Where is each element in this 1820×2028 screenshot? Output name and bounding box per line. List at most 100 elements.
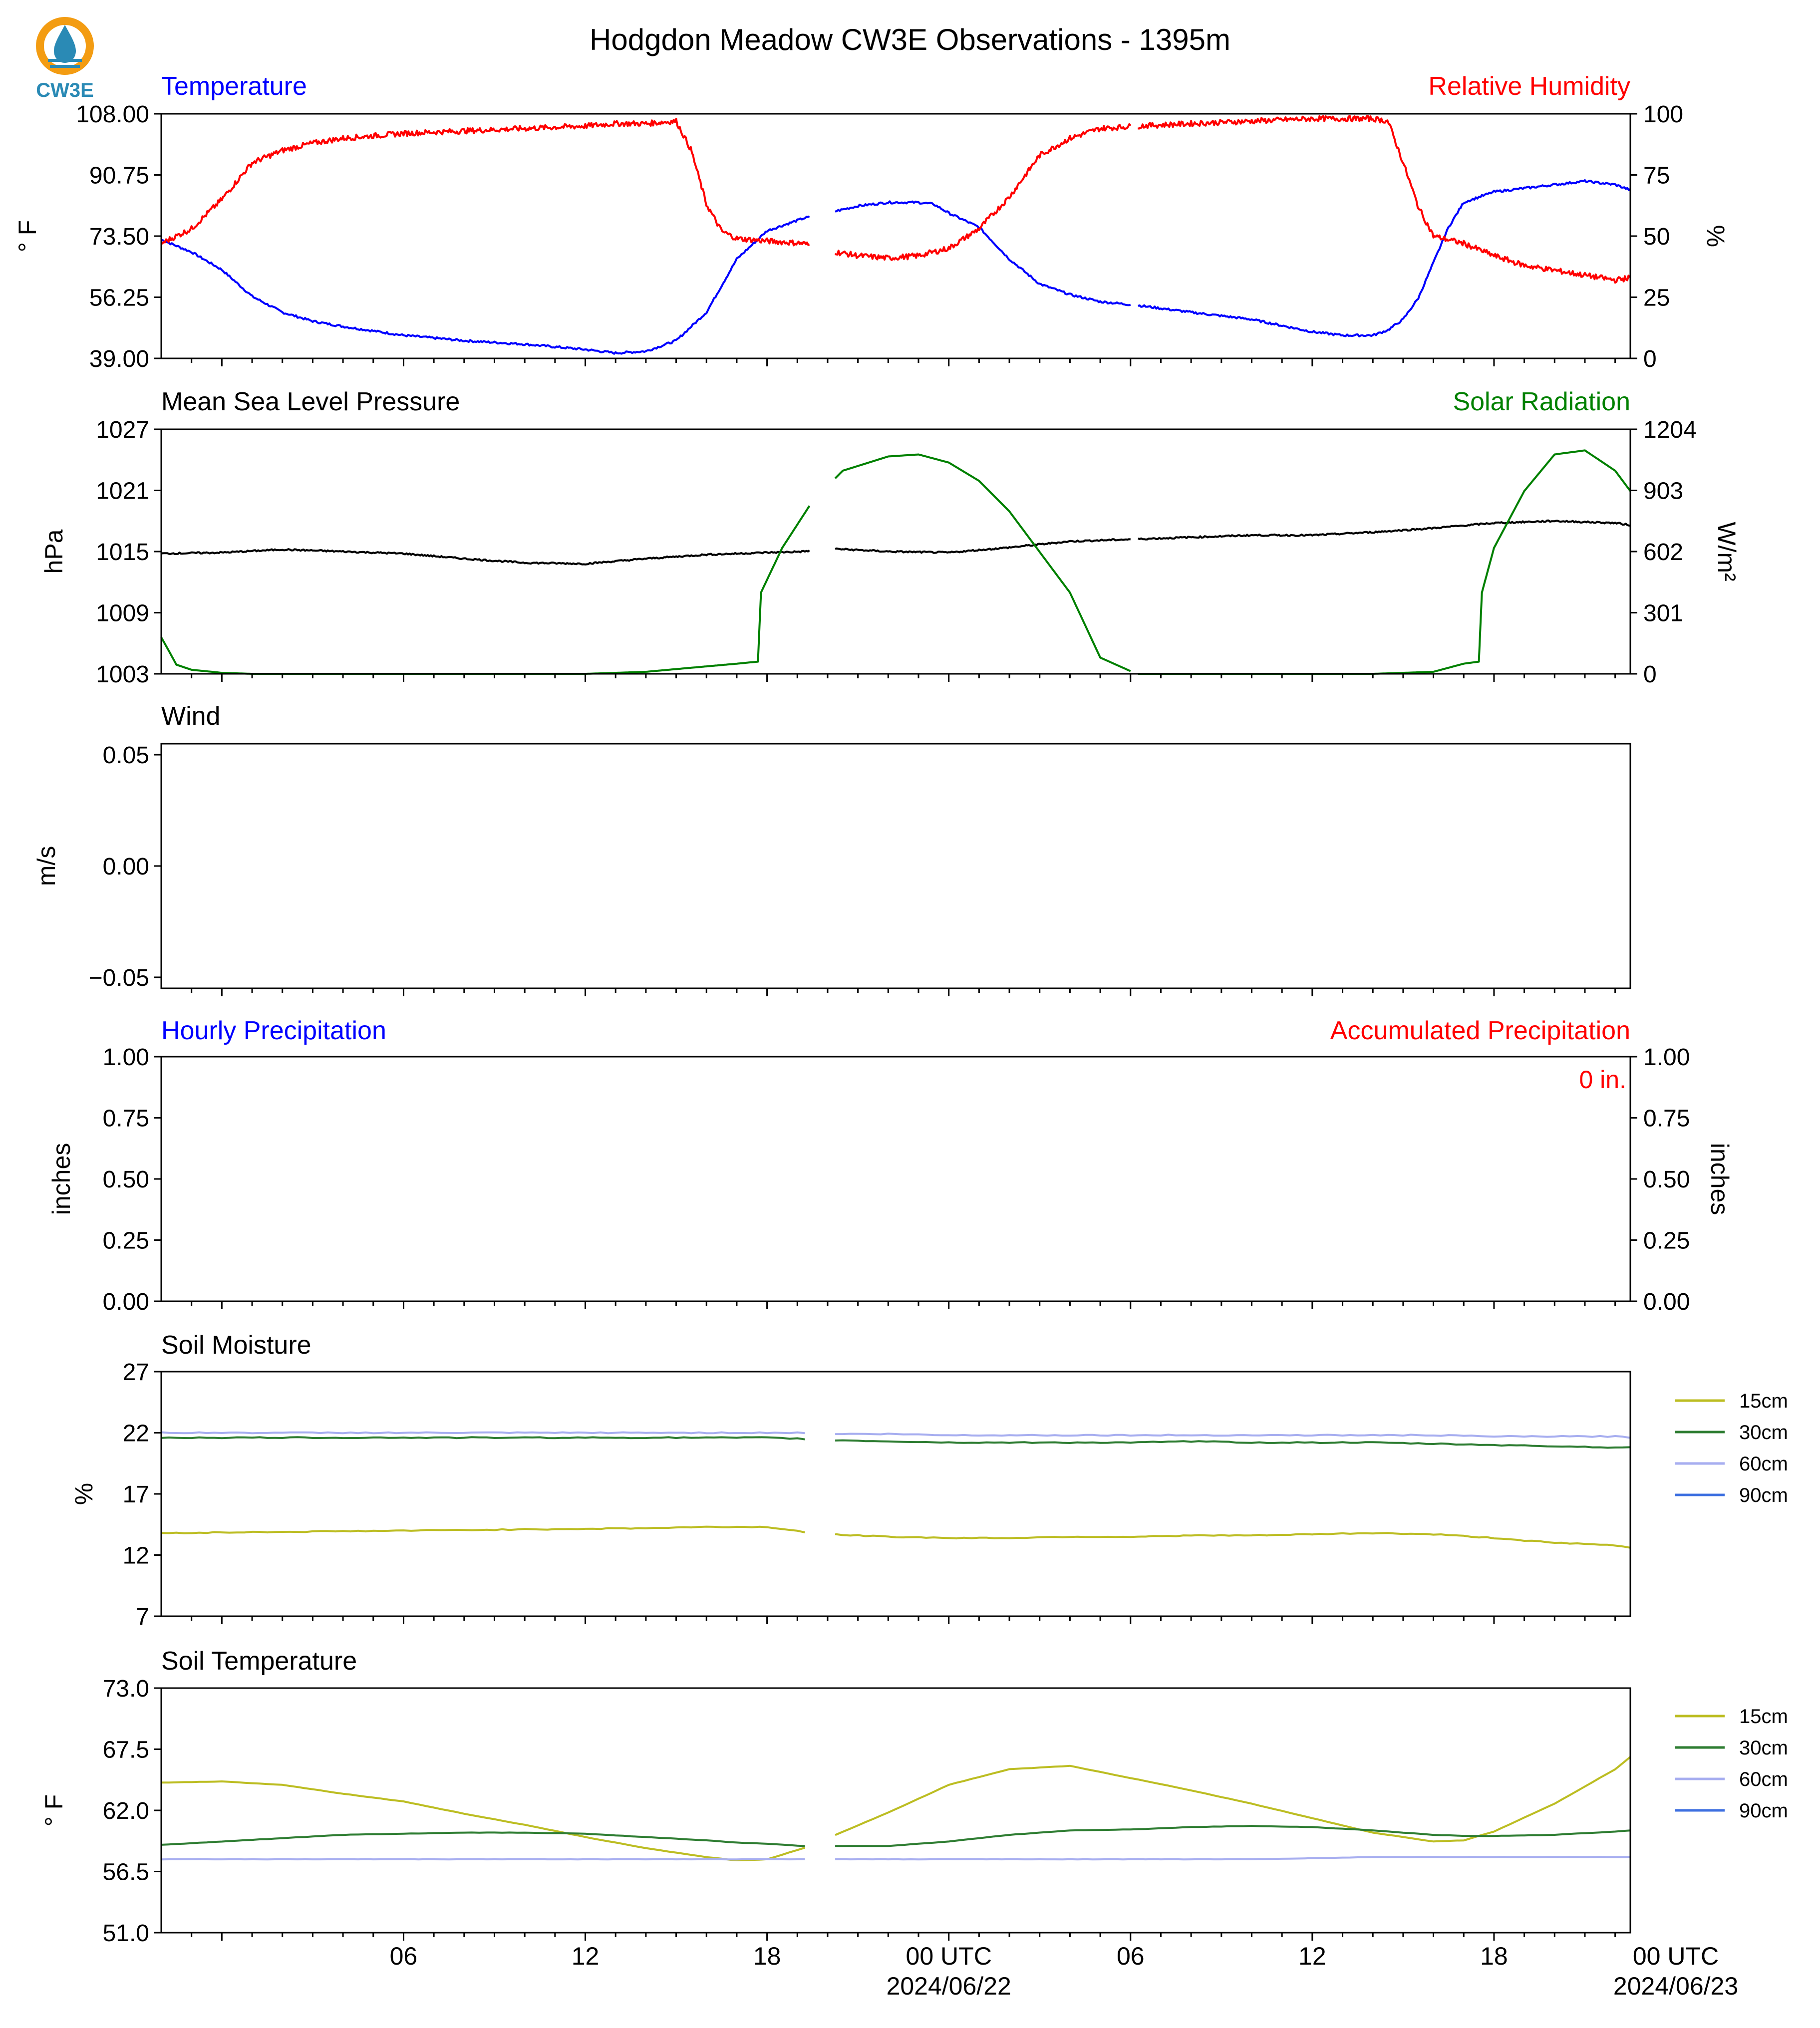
y-tick-label: 56.5	[103, 1859, 149, 1886]
soil-moisture-30cm-segment-1	[161, 1436, 805, 1441]
y-tick-label: 56.25	[89, 285, 149, 311]
x-tick-label: 00 UTC	[1633, 1942, 1719, 1970]
y-tick-label-right: 0	[1643, 346, 1657, 372]
y-tick-label: 1009	[96, 600, 149, 627]
y-tick-label: 0.00	[103, 1289, 149, 1315]
ylabel-precip-left: inches	[47, 1143, 75, 1215]
ylabel-soil-temperature: ° F	[40, 1794, 68, 1826]
x-tick-label: 18	[753, 1942, 781, 1970]
cw3e-logo: CW3E	[36, 17, 94, 101]
soil-temperature-lines	[161, 1756, 1631, 1861]
legend-label-30cm: 30cm	[1739, 1422, 1788, 1444]
ylabel-humidity: %	[1702, 225, 1730, 247]
humidity-series-segment-2	[835, 123, 1132, 261]
x-tick-label: 06	[1117, 1942, 1145, 1970]
y-tick-label-right: 903	[1643, 478, 1683, 505]
panel-soil-temperature: Soil Temperature 51.0 56.5 62.0 67.5 73.0 ° …	[40, 1647, 1788, 2000]
soil-temp-15cm-segment-2	[835, 1756, 1631, 1843]
panel-title-accum-precip: Accumulated Precipitation	[1330, 1016, 1630, 1045]
legend-label-15cm: 15cm	[1739, 1390, 1788, 1412]
soil-moisture-15cm-segment-1	[161, 1525, 805, 1534]
y-tick-label-right: 25	[1643, 285, 1670, 311]
y-tick-label: 0.00	[103, 854, 149, 880]
soil-moisture-lines	[161, 1431, 1631, 1549]
y-tick-label: 27	[123, 1359, 149, 1386]
x-tick-label: 12	[1298, 1942, 1326, 1970]
y-tick-label: 39.00	[89, 346, 149, 372]
y-tick-label: 1027	[96, 417, 149, 443]
soil-moisture-60cm-segment-2	[835, 1433, 1631, 1439]
x-tick-label: 12	[572, 1942, 600, 1970]
y-tick-label: 62.0	[103, 1798, 149, 1824]
y-tick-label-right: 0	[1643, 661, 1657, 688]
y-tick-label-right: 50	[1643, 224, 1670, 250]
y-tick-label: 0.75	[103, 1106, 149, 1132]
axes-wind: −0.05 0.00 0.05	[89, 742, 1616, 996]
humidity-line	[160, 115, 1631, 284]
y-tick-label: 90.75	[89, 163, 149, 189]
ylabel-temperature: ° F	[13, 220, 41, 252]
y-tick-label: −0.05	[89, 965, 149, 991]
y-tick-label-right: 301	[1643, 600, 1683, 627]
ylabel-wind: m/s	[32, 846, 60, 886]
soil-temp-30cm-segment-1	[161, 1831, 805, 1847]
axes-temperature: 39.00 56.25 73.50 90.75 108.00 0 25 50 75 100	[76, 101, 1683, 372]
y-tick-label-right: 1.00	[1643, 1044, 1690, 1071]
figure-title: Hodgdon Meadow CW3E Observations - 1395m	[590, 23, 1230, 56]
y-tick-label: 12	[123, 1543, 149, 1569]
panel-temperature: Temperature Relative Humidity 39.00 56.25…	[13, 72, 1730, 372]
y-tick-label: 1015	[96, 539, 149, 566]
panel-title-solar: Solar Radiation	[1453, 387, 1630, 416]
panel-title-pressure: Mean Sea Level Pressure	[161, 387, 460, 416]
soil-temp-30cm-segment-2	[835, 1825, 1631, 1847]
y-tick-label-right: 602	[1643, 539, 1683, 566]
y-tick-label: 73.0	[103, 1676, 149, 1702]
axes-precip: 0.00 0.25 0.50 0.75 1.00 0.00 0.25 0.50 0.75 1.00	[103, 1044, 1690, 1315]
pressure-line	[161, 519, 1631, 566]
panel-title-soil-temperature: Soil Temperature	[161, 1647, 357, 1676]
legend-label-30cm: 30cm	[1739, 1737, 1788, 1759]
panel-title-hourly-precip: Hourly Precipitation	[161, 1016, 386, 1045]
y-tick-label: 1021	[96, 478, 149, 505]
legend-label-90cm: 90cm	[1739, 1800, 1788, 1822]
legend-label-90cm: 90cm	[1739, 1484, 1788, 1506]
legend-label-15cm: 15cm	[1739, 1706, 1788, 1728]
temperature-series-segment-1	[161, 215, 810, 355]
y-tick-label-right: 0.25	[1643, 1228, 1690, 1254]
y-tick-label-right: 0.00	[1643, 1289, 1690, 1315]
ylabel-pressure: hPa	[40, 529, 68, 574]
y-tick-label-right: 0.50	[1643, 1166, 1690, 1193]
y-tick-label-right: 1204	[1643, 417, 1697, 443]
y-tick-label: 67.5	[103, 1737, 149, 1763]
y-tick-label-right: 100	[1643, 101, 1683, 128]
y-tick-label-right: 75	[1643, 163, 1670, 189]
panel-soil-moisture: Soil Moisture 7 12 17 22 27 % 15cm 30cm 60cm 90…	[70, 1331, 1788, 1630]
y-tick-label: 0.25	[103, 1228, 149, 1254]
x-tick-label: 00 UTC	[906, 1942, 992, 1970]
panel-precipitation: Hourly Precipitation Accumulated Precipi…	[47, 1016, 1734, 1315]
y-tick-label: 0.50	[103, 1166, 149, 1193]
y-tick-label: 1003	[96, 661, 149, 688]
ylabel-solar: W/m²	[1713, 522, 1741, 581]
axes-soil-temperature: 51.0 56.5 62.0 67.5 73.0	[103, 1676, 1616, 1947]
legend-soil-moisture: 15cm 30cm 60cm 90cm	[1675, 1390, 1788, 1506]
legend-soil-temperature: 15cm 30cm 60cm 90cm	[1675, 1706, 1788, 1822]
y-tick-label: 17	[123, 1481, 149, 1508]
y-tick-label: 1.00	[103, 1044, 149, 1071]
logo-text: CW3E	[36, 79, 94, 101]
solar-series-segment-2	[834, 453, 1131, 672]
pressure-series-segment-3	[1138, 519, 1631, 541]
y-tick-label: 22	[123, 1421, 149, 1447]
panel-title-wind: Wind	[161, 702, 220, 731]
soil-moisture-60cm-segment-1	[161, 1431, 805, 1435]
humidity-series-segment-1	[160, 118, 810, 247]
y-tick-label: 108.00	[76, 101, 149, 128]
soil-temp-60cm-segment-2	[835, 1856, 1631, 1861]
y-tick-label: 7	[136, 1604, 149, 1630]
pressure-series-segment-2	[835, 538, 1131, 554]
axes-pressure: 1003 1009 1015 1021 1027 0 301 602 903 1204	[96, 417, 1697, 688]
x-tick-label: 06	[390, 1942, 418, 1970]
panel-title-temperature: Temperature	[161, 72, 307, 101]
temperature-line	[161, 179, 1631, 355]
